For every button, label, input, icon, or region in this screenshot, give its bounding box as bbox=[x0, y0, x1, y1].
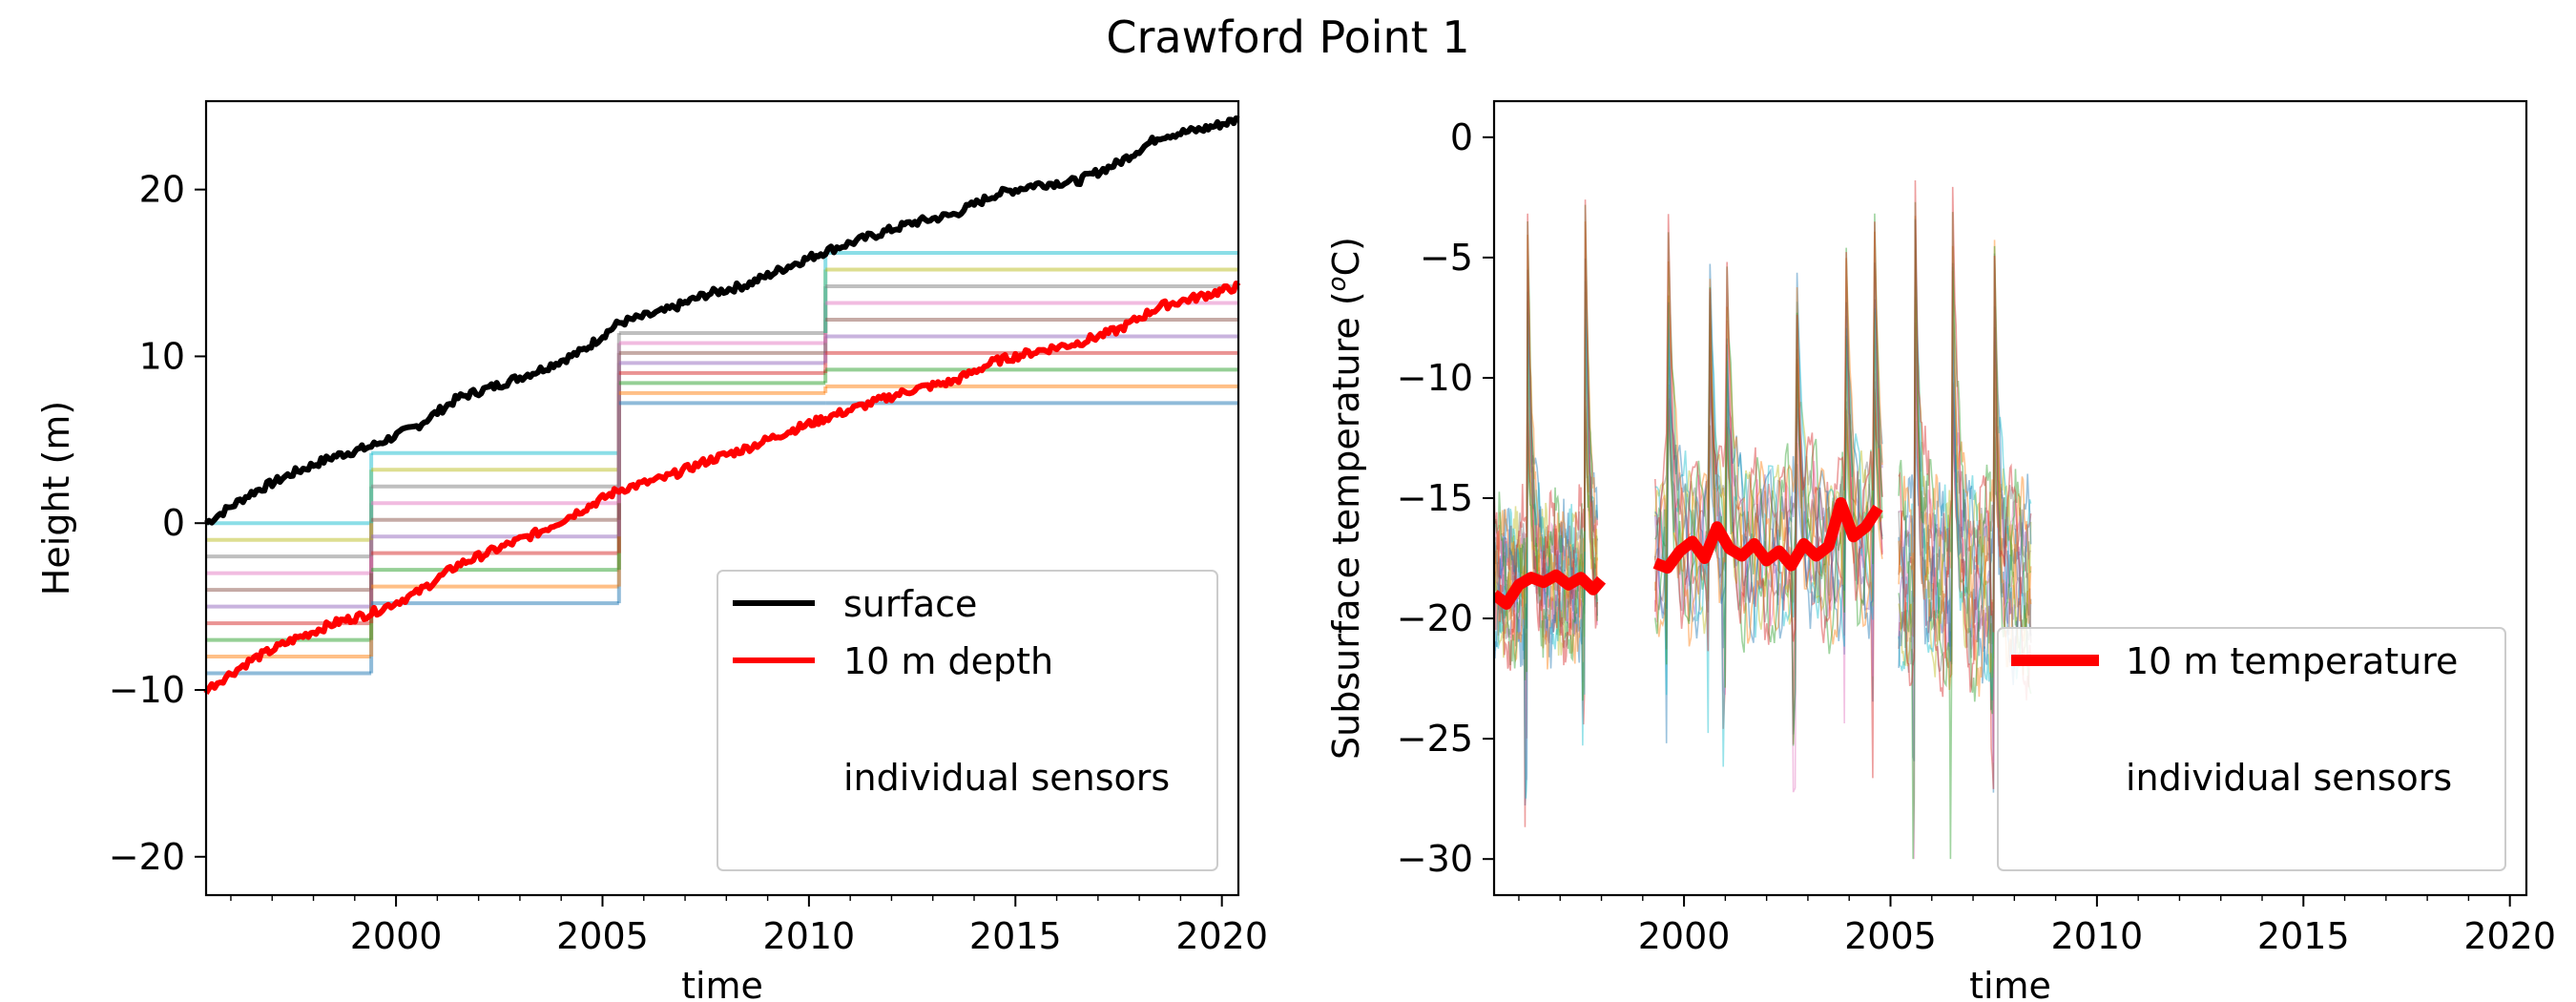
sensor-temperature-trace bbox=[1653, 340, 1883, 616]
sensor-temperature-trace bbox=[1654, 262, 1883, 643]
temperature-y-axis-label: Subsurface temperature (oC) bbox=[1323, 237, 1367, 760]
height-plot-frame bbox=[204, 99, 1240, 897]
sensor-temperature-trace bbox=[1494, 406, 1598, 637]
sensor-temperature-trace bbox=[1494, 258, 1598, 669]
temperature-plot: 2000 2005 2010 2015 2020 −30 −25 −20 −15 −10 −5 0 t… bbox=[1323, 99, 2556, 1002]
sensor-temperature-trace bbox=[1654, 291, 1883, 767]
sensor-height-lines bbox=[206, 251, 1238, 676]
sensor-temperature-trace bbox=[1494, 347, 1598, 643]
temperature-x-axis-label: time bbox=[1969, 965, 2051, 1002]
sensor-temperature-trace bbox=[1653, 213, 1883, 746]
temperature-xtick-label-2010: 2010 bbox=[2051, 915, 2144, 957]
temperature-plot-frame bbox=[1492, 99, 2528, 897]
temperature-xtick-label-2015: 2015 bbox=[2257, 915, 2350, 957]
height-ytick-label--20: −20 bbox=[109, 836, 185, 878]
height-xtick-label-2015: 2015 bbox=[969, 915, 1062, 957]
temperature-ytick-label--5: −5 bbox=[1420, 237, 1473, 279]
sensor-temperature-trace bbox=[1898, 296, 2032, 860]
sensor-temperature-trace bbox=[1898, 410, 2032, 793]
sensor-temperature-trace bbox=[1494, 204, 1598, 701]
legend-label-10m-depth: 10 m depth bbox=[843, 640, 1053, 682]
sensor-temperature-trace bbox=[1494, 299, 1598, 658]
temperature-ytick-label--15: −15 bbox=[1397, 477, 1473, 519]
legend-label-surface: surface bbox=[843, 583, 977, 625]
temperature-series bbox=[1494, 497, 1883, 610]
height-series bbox=[203, 115, 1241, 696]
sensor-temperature-trace bbox=[1494, 291, 1598, 649]
sensor-temperature-trace bbox=[1898, 324, 2032, 789]
temperature-ytick-label--10: −10 bbox=[1397, 357, 1473, 399]
sensor-temperature-trace bbox=[1898, 249, 2032, 678]
temperature-legend-box bbox=[1997, 627, 2506, 871]
sensor-temperature-trace bbox=[1494, 397, 1598, 635]
sensor-temperature-trace bbox=[1898, 201, 2032, 860]
sensor-temperature-trace bbox=[1653, 388, 1883, 603]
temperature-xtick-label-2000: 2000 bbox=[1638, 915, 1731, 957]
sensor-temperature-trace bbox=[1494, 375, 1598, 827]
sensor-temperature-trace bbox=[1653, 295, 1883, 793]
series-surface bbox=[204, 115, 1240, 526]
temperature-legend: 10 m temperature individual sensors bbox=[1997, 627, 2506, 871]
height-x-axis-label: time bbox=[681, 965, 763, 1002]
temperature-xtick-label-2005: 2005 bbox=[1844, 915, 1937, 957]
figure-title: Crawford Point 1 bbox=[1106, 11, 1470, 63]
sensor-temperature-trace bbox=[1653, 302, 1883, 629]
height-xtick-label-2005: 2005 bbox=[556, 915, 649, 957]
sensor-temperature-trace bbox=[1898, 327, 2032, 653]
height-plot: 2000 2005 2010 2015 2020 −20 −10 0 10 20 time Hei… bbox=[35, 99, 1268, 1002]
sensor-temperature-trace bbox=[1653, 359, 1883, 779]
height-ytick-label-10: 10 bbox=[139, 335, 185, 377]
sensor-temperature-trace bbox=[1494, 281, 1598, 799]
temperature-xtick-label-2020: 2020 bbox=[2463, 915, 2556, 957]
sensor-temperature-trace bbox=[1494, 302, 1598, 781]
sensor-temperature-trace bbox=[1494, 199, 1598, 671]
height-y-axis-label: Height (m) bbox=[35, 401, 77, 595]
sensor-temperature-trace bbox=[1898, 179, 2032, 700]
legend-label-individual-sensors: individual sensors bbox=[2126, 757, 2452, 799]
height-xtick-label-2010: 2010 bbox=[763, 915, 856, 957]
legend-label-10m-temperature: 10 m temperature bbox=[2126, 640, 2458, 682]
height-ytick-label-20: 20 bbox=[139, 169, 185, 211]
sensor-temperature-trace bbox=[1898, 280, 2032, 674]
temperature-axis-ticks: 2000 2005 2010 2015 2020 −30 −25 −20 −15 −10 −5 0 bbox=[1397, 116, 2556, 957]
sensor-temperature-trace bbox=[1653, 295, 1883, 635]
height-xtick-label-2020: 2020 bbox=[1175, 915, 1268, 957]
sensor-temperature-trace bbox=[1494, 221, 1598, 670]
height-ytick-label-0: 0 bbox=[162, 502, 185, 544]
legend-label-individual-sensors: individual sensors bbox=[843, 757, 1170, 799]
temperature-ytick-label--30: −30 bbox=[1397, 838, 1473, 880]
sensor-temperature-trace bbox=[1898, 383, 2032, 642]
height-ytick-label--10: −10 bbox=[109, 669, 185, 711]
sensor-temperature-trace bbox=[1898, 219, 2032, 700]
sensor-temperature-lines bbox=[1494, 179, 2032, 860]
height-legend: surface 10 m depth individual sensors bbox=[717, 570, 1218, 871]
series-10-m-depth bbox=[203, 280, 1241, 696]
height-xtick-label-2000: 2000 bbox=[350, 915, 443, 957]
temperature-ytick-label-0: 0 bbox=[1450, 116, 1473, 158]
series-10m-temperature-segment-1 bbox=[1494, 569, 1607, 610]
sensor-temperature-trace bbox=[1654, 384, 1883, 604]
series-10m-temperature-segment-2 bbox=[1652, 497, 1883, 574]
height-legend-box bbox=[717, 570, 1218, 871]
temperature-ytick-label--20: −20 bbox=[1397, 597, 1473, 639]
sensor-temperature-trace bbox=[1898, 350, 2032, 649]
sensor-temperature-trace bbox=[1653, 214, 1883, 652]
temperature-ytick-label--25: −25 bbox=[1397, 718, 1473, 760]
sensor-temperature-trace bbox=[1653, 231, 1883, 647]
height-axis-ticks: 2000 2005 2010 2015 2020 −20 −10 0 10 20 bbox=[109, 169, 1268, 957]
